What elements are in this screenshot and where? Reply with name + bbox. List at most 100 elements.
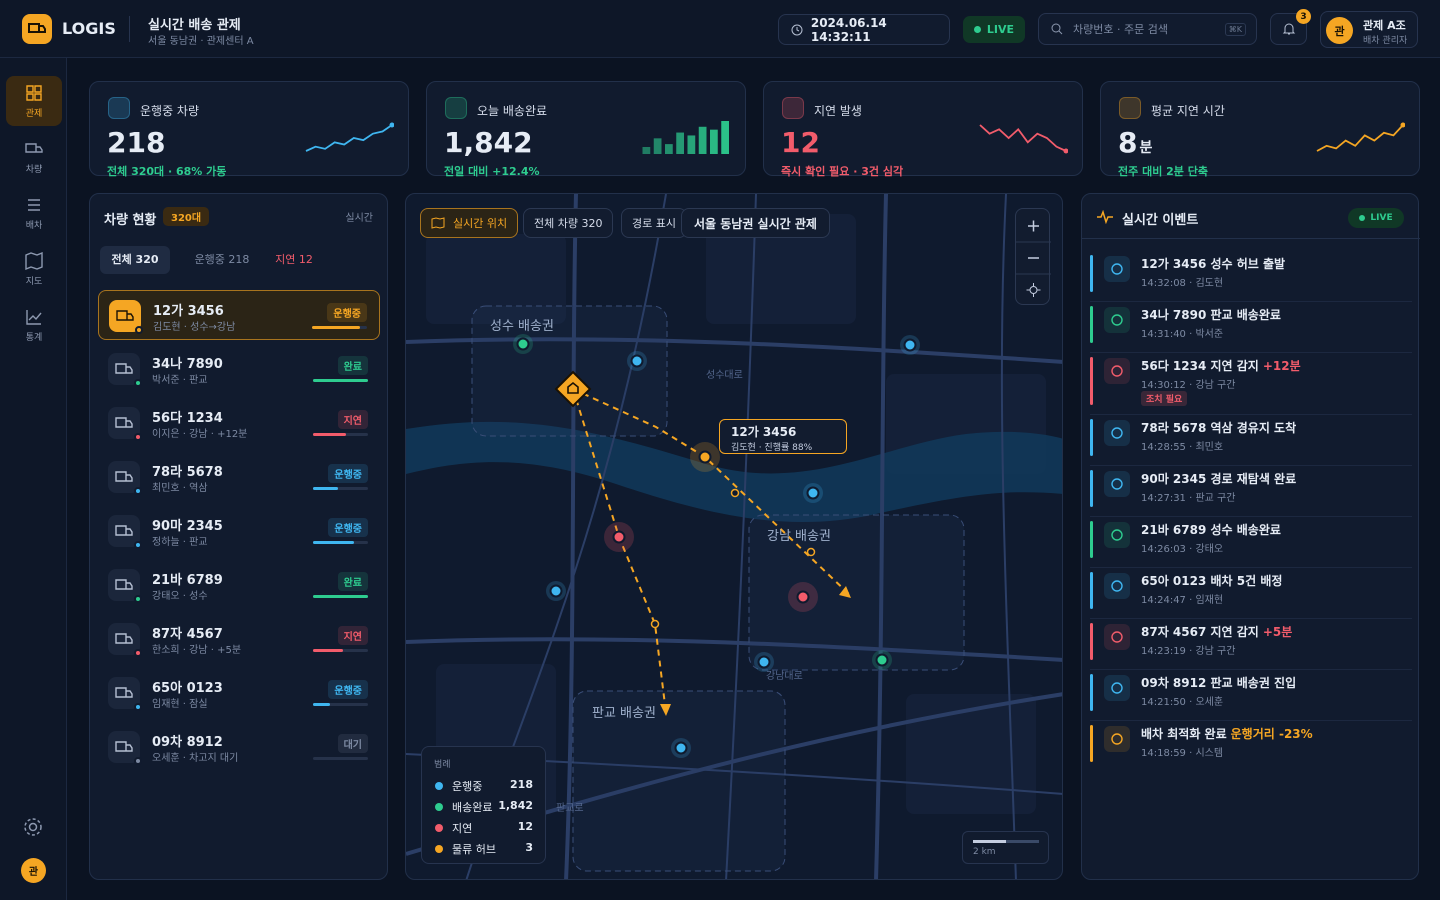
nav-label: 통계 [25, 332, 43, 343]
map-scale: 2 km [962, 831, 1049, 864]
map-button[interactable]: 경로 표시 [621, 208, 687, 238]
vehicle-pin[interactable] [612, 530, 626, 544]
event-row[interactable]: 34나 7890 판교 배송완료 14:31:40 · 박서준 [1090, 302, 1412, 353]
kpi-value: 218 [107, 126, 165, 159]
event-glyph [1111, 263, 1123, 275]
vehicle-row[interactable]: 12가 3456 김도현 · 성수→강남 운행중 [98, 290, 380, 340]
event-title: 실시간 이벤트 [1122, 213, 1199, 228]
vehicle-icon [108, 569, 142, 603]
kpi-unit: 분 [1139, 140, 1153, 156]
spark-line [305, 124, 393, 152]
nav-item[interactable]: 관제 [6, 76, 62, 126]
event-icon [1104, 675, 1130, 701]
event-row[interactable]: 90마 2345 경로 재탐색 완료 14:27:31 · 판교 구간 [1090, 466, 1412, 517]
event-live: LIVE [1348, 208, 1404, 228]
progress-track [312, 326, 367, 329]
realtime-link[interactable]: 실시간 [345, 213, 373, 224]
legend-name: 지연 [452, 822, 473, 835]
vehicle-row[interactable]: 56다 1234 이지은 · 강남 · +12분 지연 [98, 398, 380, 448]
event-row[interactable]: 배차 최적화 완료 운행거리 -23% 14:18:59 · 시스템 [1090, 721, 1412, 772]
event-divider [1090, 720, 1412, 721]
river [406, 421, 1062, 523]
event-title: 56다 1234 지연 감지 [1141, 359, 1259, 373]
vehicle-row[interactable]: 09차 8912 오세훈 · 차고지 대기 대기 [98, 722, 380, 772]
user-menu[interactable]: 관 관제 A조 배차 관리자 [1320, 11, 1418, 48]
nav-item[interactable]: 배차 [6, 188, 62, 238]
event-divider [1090, 301, 1412, 302]
hub[interactable] [554, 370, 592, 408]
vehicle-pin[interactable] [796, 590, 810, 604]
tab[interactable]: 전체 320 [100, 246, 170, 274]
vehicle-id: 78라 5678 [152, 465, 223, 480]
road-label: 강남대로 [766, 670, 803, 682]
notification-button[interactable]: 3 [1270, 9, 1311, 45]
search[interactable]: 차량번호 · 주문 검색 ⌘K [1038, 13, 1257, 45]
map-button[interactable]: 실시간 위치 [420, 208, 519, 238]
map-button[interactable]: 전체 차량 320 [523, 208, 614, 238]
spark-end [1063, 148, 1068, 154]
event-meta: 14:32:08 · 김도현 [1141, 278, 1224, 289]
event-divider [1090, 516, 1412, 517]
progress-fill [313, 379, 368, 382]
progress-fill [313, 703, 330, 706]
truck-icon [115, 471, 133, 482]
event-row[interactable]: 87자 4567 지연 감지 +5분 14:23:19 · 강남 구간 [1090, 619, 1412, 670]
status-dot [134, 703, 142, 711]
vehicle-row[interactable]: 65아 0123 임재현 · 잠실 운행중 [98, 668, 380, 718]
settings-button[interactable] [22, 816, 44, 841]
map-button-icon [431, 217, 445, 229]
event-glyph-shape [1111, 365, 1123, 377]
event-row[interactable]: 56다 1234 지연 감지 +12분 14:30:12 · 강남 구간 조치 필요 [1090, 353, 1412, 415]
vehicle-row[interactable]: 78라 5678 최민호 · 역삼 운행중 [98, 452, 380, 502]
tooltip-title: 12가 3456 [731, 425, 797, 439]
vehicle-row[interactable]: 21바 6789 강태오 · 성수 완료 [98, 560, 380, 610]
vehicle-pin[interactable] [630, 354, 644, 368]
vehicle-row[interactable]: 87자 4567 한소희 · 강남 · +5분 지연 [98, 614, 380, 664]
vehicle-id: 09차 8912 [152, 735, 223, 750]
spark-line [979, 124, 1067, 152]
nav-item[interactable]: 지도 [6, 244, 62, 294]
kpi-number: 8 [1118, 126, 1138, 159]
vehicle-row[interactable]: 90마 2345 정하늘 · 판교 운행중 [98, 506, 380, 556]
event-row[interactable]: 65아 0123 배차 5건 배정 14:24:47 · 임재현 [1090, 568, 1412, 619]
page-subtitle: 서울 동남권 · 관제센터 A [148, 36, 254, 47]
vehicle-row[interactable]: 34나 7890 박서준 · 판교 완료 [98, 344, 380, 394]
nav-icon [26, 309, 42, 325]
event-meta: 14:26:03 · 강태오 [1141, 544, 1224, 555]
vehicle-meta: 최민호 · 역삼 [152, 483, 208, 494]
kpi-label: 운행중 차량 [140, 104, 200, 118]
event-bar [1090, 674, 1093, 711]
vehicle-pin[interactable] [698, 450, 712, 464]
event-row[interactable]: 12가 3456 성수 허브 출발 14:32:08 · 김도현 [1090, 251, 1412, 302]
event-row[interactable]: 09차 8912 판교 배송권 진입 14:21:50 · 오세훈 [1090, 670, 1412, 721]
nav-item[interactable]: 통계 [6, 300, 62, 350]
spark-bar [642, 147, 651, 154]
vehicle-pin[interactable] [757, 655, 771, 669]
event-icon [1104, 471, 1130, 497]
vehicle-pin[interactable] [516, 337, 530, 351]
event-title: 21바 6789 성수 배송완료 [1141, 523, 1281, 537]
tooltip-detail: 김도현 · 진행률 88% [731, 443, 813, 453]
zone-label: 판교 배송권 [592, 706, 656, 721]
bell-icon [1282, 23, 1295, 35]
datetime: 2024.06.14 14:32:11 [810, 15, 887, 44]
vehicle-pin[interactable] [549, 584, 563, 598]
event-title: 78라 5678 역삼 경유지 도착 [1141, 421, 1297, 435]
tab[interactable]: 지연 12 [275, 253, 313, 266]
nav-item[interactable]: 차량 [6, 132, 62, 182]
vehicle-icon [108, 353, 142, 387]
zoom-icons[interactable] [1016, 209, 1051, 306]
event-row[interactable]: 78라 5678 역삼 경유지 도착 14:28:55 · 최민호 [1090, 415, 1412, 466]
tab[interactable]: 운행중 218 [194, 253, 250, 266]
event-meta: 14:31:40 · 박서준 [1141, 329, 1224, 340]
event-row[interactable]: 21바 6789 성수 배송완료 14:26:03 · 강태오 [1090, 517, 1412, 568]
vehicle-pin[interactable] [806, 486, 820, 500]
vehicle-pin[interactable] [674, 741, 688, 755]
status-dot [134, 541, 142, 549]
truck-icon [115, 633, 133, 644]
event-title: 34나 7890 판교 배송완료 [1141, 308, 1281, 322]
vehicle-pin[interactable] [875, 653, 889, 667]
vehicle-pin[interactable] [903, 338, 917, 352]
